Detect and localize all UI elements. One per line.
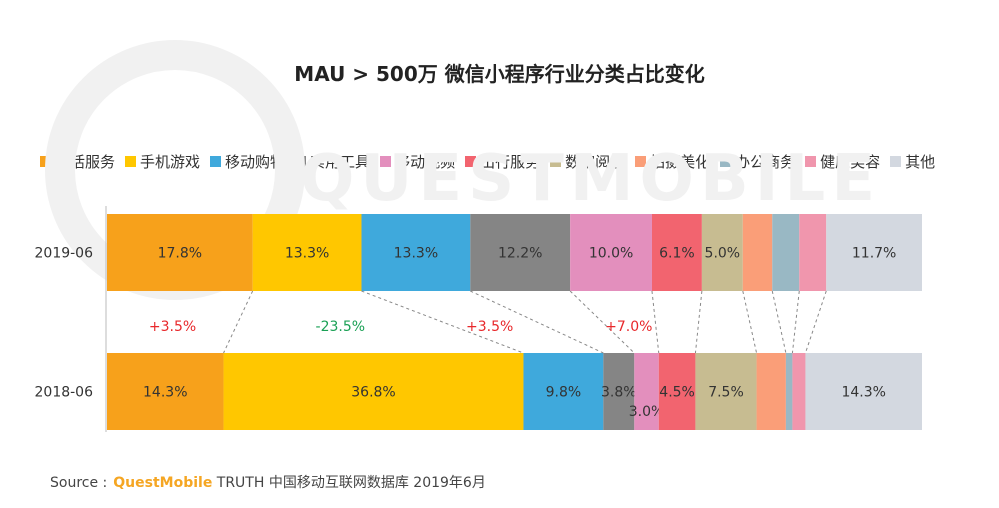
data-label: 13.3% [285, 246, 329, 262]
watermark-text: QUESTMOBILE [300, 142, 881, 216]
bar-segment [107, 353, 224, 430]
legend-label: 出行服务 [480, 152, 541, 171]
legend-label: 办公商务 [735, 152, 796, 171]
bar-segment [634, 353, 659, 430]
change-annotation: +3.5% [149, 319, 196, 335]
connector-line [569, 290, 635, 354]
plot-area: 2019-06 17.8% 13.3% 13.3% 12.2% 10.0% 6.1% 5.0%… [35, 206, 922, 432]
legend-swatch [890, 155, 902, 167]
bar-segment [785, 353, 793, 430]
data-label: 3.8% [601, 385, 637, 401]
legend-item-6: 数字阅读 [550, 151, 625, 172]
bar-segment [523, 353, 604, 430]
bar-segment [107, 214, 253, 291]
connector-line [651, 290, 660, 354]
legend-label: 手机游戏 [140, 152, 201, 171]
bar-segment [252, 214, 362, 291]
data-label: 14.3% [841, 385, 885, 401]
data-label: 5.0% [705, 246, 741, 262]
legend-swatch [805, 155, 817, 167]
data-label: 10.0% [589, 246, 633, 262]
legend-swatch [635, 155, 647, 167]
bar-segment [826, 214, 922, 291]
legend-item-1: 手机游戏 [125, 151, 200, 172]
legend-item-5: 出行服务 [465, 151, 540, 172]
legend-label: 数字阅读 [565, 152, 626, 171]
connector-line [361, 290, 524, 354]
data-label: 7.5% [708, 385, 744, 401]
bar-segment [223, 353, 524, 430]
legend-swatch [465, 155, 477, 167]
data-label: 36.8% [351, 385, 395, 401]
data-label: 17.8% [158, 246, 202, 262]
legend-label: 拍摄美化 [650, 152, 711, 171]
legend-swatch [720, 155, 732, 167]
bar-segment [756, 353, 786, 430]
connector-line [470, 290, 604, 354]
y-tick-label: 2018-06 [35, 385, 94, 401]
source-note: Source : QuestMobile TRUTH 中国移动互联网数据库 201… [50, 472, 486, 492]
change-annotation: +3.5% [466, 319, 513, 335]
source-label: Source : [50, 475, 108, 491]
source-text: TRUTH 中国移动互联网数据库 2019年6月 [216, 475, 486, 491]
legend-swatch [380, 155, 392, 167]
bar-segment [651, 214, 702, 291]
legend-item-8: 办公商务 [720, 151, 795, 172]
data-label: 6.1% [659, 246, 695, 262]
bar-segment [742, 214, 773, 291]
legend-label: 实用工具 [310, 152, 371, 171]
chart-legend: 生活服务 手机游戏 移动购物 实用工具 移动视频 出行服务 数字阅读 拍摄美化 办公商务 健康美容… [40, 150, 990, 172]
data-label: 11.7% [852, 246, 896, 262]
source-brand: QuestMobile [113, 475, 213, 491]
connector-line [804, 290, 827, 354]
legend-item-9: 健康美容 [805, 151, 880, 172]
chart-title: MAU > 500万 微信小程序行业分类占比变化 [294, 62, 705, 86]
legend-swatch [210, 155, 222, 167]
connector-line [771, 290, 787, 354]
legend-label: 移动视频 [395, 152, 456, 171]
legend-label: 其他 [905, 152, 936, 171]
connector-line [742, 290, 758, 354]
legend-item-4: 移动视频 [380, 151, 455, 172]
data-label: 9.8% [546, 385, 582, 401]
legend-swatch [125, 155, 137, 167]
data-label: 14.3% [143, 385, 187, 401]
connector-line [223, 290, 254, 354]
bar-segment [695, 353, 757, 430]
change-annotation: -23.5% [316, 319, 366, 335]
bar-segment [470, 214, 571, 291]
connector-line [791, 290, 800, 354]
legend-item-10: 其他 [890, 151, 935, 172]
bar-segment [570, 214, 652, 291]
bar-segment [701, 214, 743, 291]
data-label: 3.0% [629, 404, 665, 420]
data-label: 12.2% [498, 246, 542, 262]
connector-line [694, 290, 703, 354]
legend-label: 健康美容 [820, 152, 881, 171]
change-annotation: +7.0% [605, 319, 652, 335]
bar-segment [361, 214, 471, 291]
y-tick-label: 2019-06 [35, 246, 94, 262]
bar-segment [603, 353, 635, 430]
bar-segment [658, 353, 696, 430]
bar-segment [792, 353, 806, 430]
bar-segment [805, 353, 922, 430]
legend-label: 移动购物 [225, 152, 286, 171]
legend-item-2: 移动购物 [210, 151, 285, 172]
bar-segment [772, 214, 800, 291]
data-label: 13.3% [394, 246, 438, 262]
legend-swatch [550, 155, 562, 167]
bar-segment [799, 214, 827, 291]
data-label: 4.5% [659, 385, 695, 401]
legend-item-7: 拍摄美化 [635, 151, 710, 172]
